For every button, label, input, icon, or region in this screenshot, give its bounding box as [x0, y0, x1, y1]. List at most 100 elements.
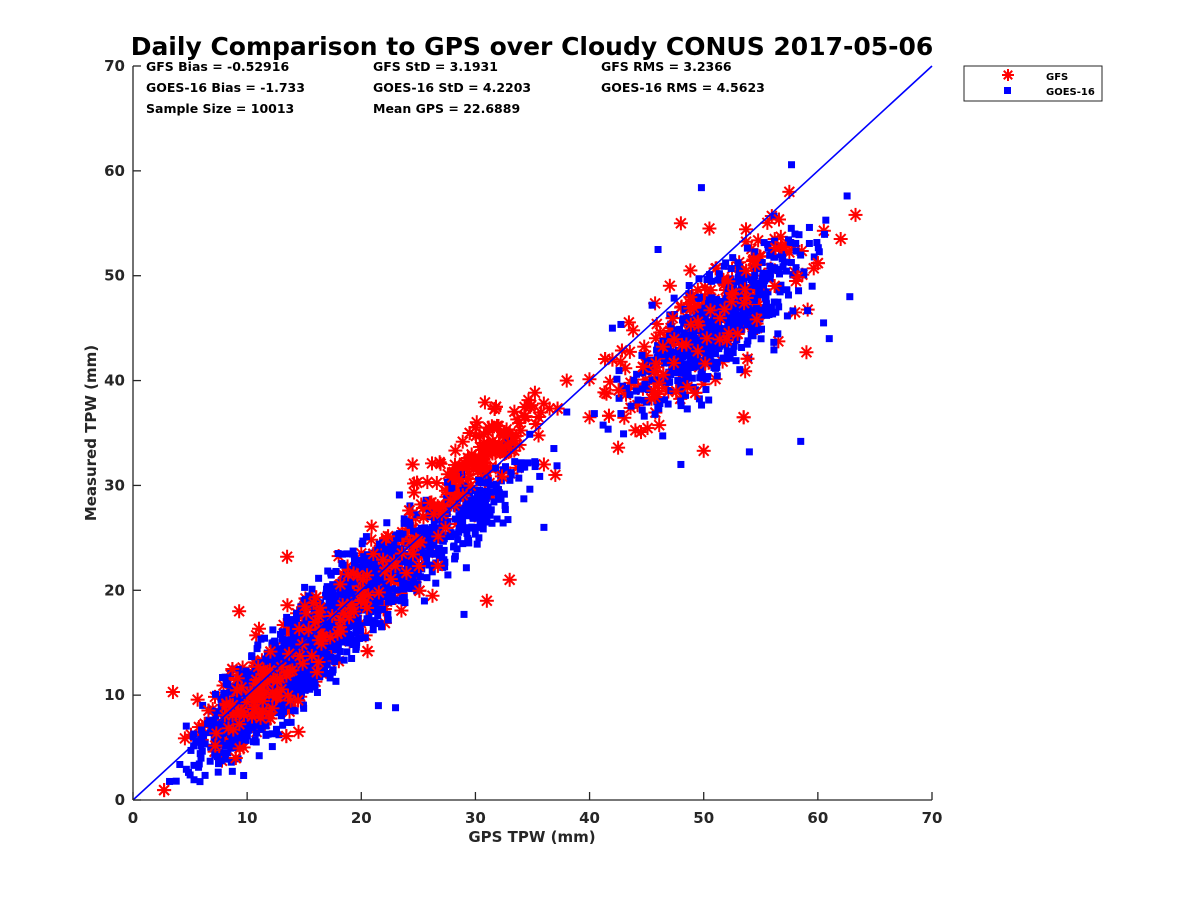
stat-text: GOES-16 StD = 4.2203 [373, 80, 531, 95]
x-tick-label: 10 [237, 809, 258, 827]
goes16-point [232, 732, 240, 740]
goes16-point [283, 613, 291, 621]
goes16-point [670, 294, 678, 302]
goes16-point [800, 268, 808, 276]
goes16-point [771, 253, 779, 261]
goes16-point [676, 377, 684, 385]
goes16-point [563, 408, 571, 416]
goes16-point [648, 376, 656, 384]
goes16-point [642, 358, 650, 366]
goes16-point [343, 621, 351, 629]
gfs-point [323, 630, 338, 645]
goes16-point [766, 251, 774, 259]
gfs-point [291, 724, 306, 739]
gfs-point [717, 302, 732, 317]
goes16-point [764, 303, 772, 311]
goes16-point [622, 384, 630, 392]
gfs-point [667, 332, 682, 347]
goes16-point [659, 432, 667, 440]
goes16-point [734, 311, 742, 319]
goes16-point [196, 778, 204, 786]
goes16-point [822, 216, 830, 224]
goes16-point [343, 636, 351, 644]
goes16-point [410, 527, 418, 535]
gfs-point [611, 383, 626, 398]
goes16-point [713, 372, 721, 380]
gfs-point [550, 401, 565, 416]
goes16-point [187, 746, 195, 754]
goes16-point [352, 641, 360, 649]
goes16-point [486, 511, 494, 519]
goes16-point [720, 262, 728, 270]
goes16-point [682, 360, 690, 368]
goes16-point [276, 645, 284, 653]
goes16-point [681, 336, 689, 344]
goes16-point [455, 525, 463, 533]
goes16-point [379, 605, 387, 613]
goes16-point [343, 648, 351, 656]
goes16-point [362, 533, 370, 541]
goes16-point [262, 722, 270, 730]
goes16-point [385, 586, 393, 594]
goes16-point [436, 554, 444, 562]
gfs-point [479, 593, 494, 608]
gfs-point [381, 529, 396, 544]
stat-text: Sample Size = 10013 [146, 101, 294, 116]
stat-text: Mean GPS = 22.6889 [373, 101, 520, 116]
goes16-point [374, 702, 382, 710]
goes16-point [291, 685, 299, 693]
goes16-point [767, 305, 775, 313]
goes16-point [380, 572, 388, 580]
gfs-point [640, 421, 655, 436]
goes16-point [387, 537, 395, 545]
goes16-point [779, 253, 787, 261]
goes16-point [698, 401, 706, 409]
goes16-point [783, 286, 791, 294]
goes16-point [416, 573, 424, 581]
goes16-point [376, 598, 384, 606]
gfs-point [451, 472, 466, 487]
goes16-point [705, 396, 713, 404]
goes16-point [501, 506, 509, 514]
gfs-point [479, 464, 494, 479]
goes16-point [688, 374, 696, 382]
goes16-point [702, 375, 710, 383]
goes16-point [322, 589, 330, 597]
gfs-point [644, 391, 659, 406]
goes16-point [677, 402, 685, 410]
gfs-point [703, 283, 718, 298]
gfs-point [232, 741, 247, 756]
gfs-point [740, 351, 755, 366]
goes16-point [421, 524, 429, 532]
gfs-point [533, 405, 548, 420]
goes16-point [242, 669, 250, 677]
gfs-point [383, 572, 398, 587]
goes16-point [843, 192, 851, 200]
goes16-point [329, 603, 337, 611]
gfs-point [683, 317, 698, 332]
goes16-point [711, 350, 719, 358]
goes16-point [469, 508, 477, 516]
goes16-point [243, 727, 251, 735]
gfs-point [799, 345, 814, 360]
goes16-point [550, 445, 558, 453]
goes16-point [789, 307, 797, 315]
goes16-point [215, 760, 223, 768]
goes16-point [228, 735, 236, 743]
goes16-point [384, 592, 392, 600]
goes16-point [443, 495, 451, 503]
goes16-point [613, 375, 621, 383]
gfs-point [582, 372, 597, 387]
goes16-point [751, 248, 759, 256]
x-tick-label: 70 [922, 809, 943, 827]
goes16-point [350, 552, 358, 560]
goes16-point [673, 329, 681, 337]
gfs-point [285, 663, 300, 678]
gfs-point [279, 729, 294, 744]
gfs-point [232, 717, 247, 732]
goes16-point [661, 396, 669, 404]
goes16-point [745, 448, 753, 456]
goes16-point [666, 332, 674, 340]
goes16-point [519, 463, 527, 471]
